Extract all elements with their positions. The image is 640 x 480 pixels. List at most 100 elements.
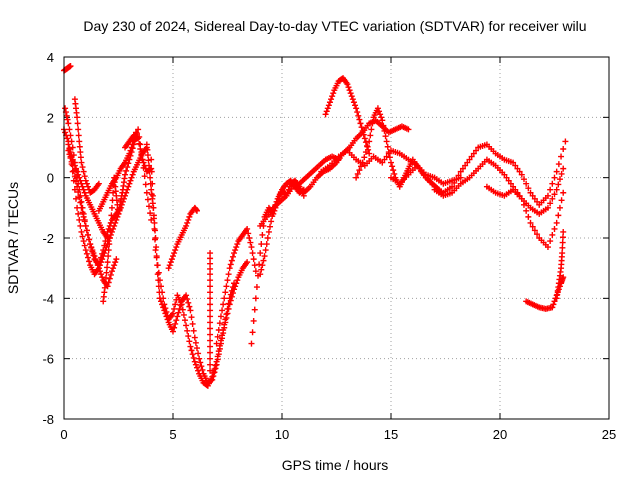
data-point (223, 283, 230, 290)
data-point (380, 122, 387, 129)
data-point (184, 296, 191, 303)
data-point (155, 283, 162, 290)
series-track20 (318, 147, 464, 187)
data-point (195, 350, 202, 357)
data-point (190, 354, 197, 361)
data-point (523, 180, 530, 187)
data-point (187, 343, 194, 350)
data-point (114, 213, 121, 220)
data-point (562, 138, 569, 145)
series-track6 (71, 96, 102, 196)
data-point (227, 297, 234, 304)
data-point (192, 361, 199, 368)
data-point (207, 271, 214, 278)
data-point (234, 277, 241, 284)
x-tick-label: 25 (602, 427, 616, 442)
data-point (165, 265, 172, 272)
data-point (207, 250, 214, 257)
data-point (553, 219, 560, 226)
data-point (70, 159, 77, 166)
data-point (531, 195, 538, 202)
data-point (106, 275, 113, 282)
data-point (147, 174, 154, 181)
data-point (359, 127, 366, 134)
data-point (122, 171, 129, 178)
data-point (366, 138, 373, 145)
data-point (248, 244, 255, 251)
data-point (551, 298, 558, 305)
data-point (560, 165, 567, 172)
data-point (75, 126, 82, 133)
data-point (113, 256, 120, 263)
data-point (207, 255, 214, 262)
data-point (216, 345, 223, 352)
data-point (82, 177, 89, 184)
data-point (523, 207, 530, 214)
data-point (104, 264, 111, 271)
data-point (106, 241, 113, 248)
axis-ticks: 0 5 10 15 20 25 -8 -6 -4 -2 0 2 4 (42, 50, 616, 442)
data-point (383, 138, 390, 145)
data-point (245, 230, 252, 237)
data-point (170, 253, 176, 260)
data-point (353, 105, 360, 112)
data-point (466, 156, 473, 163)
data-point (80, 238, 87, 245)
series-track22 (388, 138, 569, 208)
x-tick-label: 20 (493, 427, 507, 442)
data-point (177, 302, 184, 309)
data-point (75, 171, 82, 178)
data-point (76, 216, 83, 223)
data-point (216, 320, 223, 327)
x-tick-label: 5 (169, 427, 176, 442)
data-point (264, 235, 271, 241)
data-point (77, 154, 84, 161)
series-track19 (322, 75, 373, 157)
data-point (263, 241, 270, 248)
data-point (369, 120, 376, 127)
data-point (75, 188, 82, 195)
data-point (81, 218, 88, 225)
data-point (154, 271, 161, 278)
data-point (247, 239, 254, 246)
data-point (384, 143, 391, 150)
data-point (108, 204, 115, 211)
data-point (156, 295, 163, 302)
data-point (207, 283, 214, 290)
data-point (219, 335, 226, 342)
data-point (212, 365, 219, 372)
data-point (457, 168, 464, 175)
data-point (547, 238, 554, 245)
data-point (105, 279, 112, 286)
data-point (551, 225, 558, 232)
data-point (125, 160, 132, 167)
data-point (78, 204, 85, 211)
data-point (96, 268, 103, 275)
data-point (215, 327, 222, 334)
data-point (346, 87, 353, 94)
data-point (143, 141, 150, 148)
data-point (389, 163, 396, 170)
series-track18 (300, 117, 412, 196)
data-point (470, 150, 477, 157)
data-point (99, 274, 106, 281)
data-point (189, 351, 196, 358)
series-track26 (553, 228, 567, 302)
data-point (560, 146, 567, 153)
data-point (107, 271, 114, 278)
data-point (81, 173, 88, 180)
data-point (171, 250, 178, 257)
data-point (514, 165, 521, 172)
data-point (250, 256, 257, 263)
data-point (110, 265, 117, 272)
data-point (544, 192, 551, 199)
data-point (82, 222, 89, 229)
data-point (106, 235, 113, 241)
data-point (462, 162, 469, 169)
data-point (534, 231, 541, 238)
series-track14 (213, 225, 259, 347)
data-point (352, 102, 359, 109)
data-point (183, 292, 190, 299)
data-point (361, 154, 368, 161)
data-point (209, 376, 216, 383)
